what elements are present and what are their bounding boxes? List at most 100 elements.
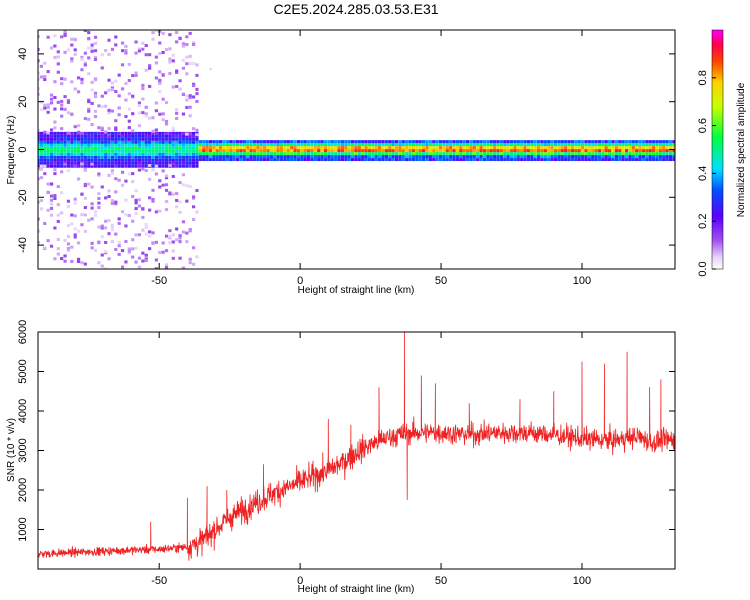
heatmap-cell [181,143,186,147]
heatmap-cell [628,146,632,150]
heatmap-cell [208,140,213,144]
heatmap-cell [175,227,179,231]
heatmap-cell [276,152,280,156]
heatmap-cell [39,64,43,68]
heatmap-cell [178,149,182,153]
heatmap-cell [256,152,260,156]
heatmap-cell [70,59,74,63]
heatmap-cell [66,140,71,144]
heatmap-cell [131,247,135,251]
heatmap-cell [161,155,165,159]
heatmap-cell [604,152,608,156]
heatmap-cell [252,146,257,150]
heatmap-cell [56,213,60,217]
heatmap-cell [144,146,148,150]
heatmap-cell [93,131,98,135]
heatmap-cell [49,244,54,248]
heatmap-cell [198,158,202,162]
heatmap-cell [39,75,43,79]
heatmap-cell [175,161,179,165]
heatmap-cell [110,149,115,153]
heatmap-cell [547,158,551,162]
heatmap-cell [269,146,273,150]
heatmap-cell [249,152,253,156]
heatmap-cell [364,158,368,162]
heatmap-cell [73,137,77,141]
heatmap-cell [543,146,547,150]
heatmap-cell [39,167,43,171]
heatmap-cell [93,77,98,81]
heatmap-cell [104,158,108,162]
heatmap-cell [526,155,531,159]
heatmap-cell [100,105,104,109]
heatmap-cell [164,101,169,105]
heatmap-cell [93,248,98,252]
heatmap-cell [398,140,402,144]
heatmap-cell [134,137,138,141]
heatmap-cell [405,146,409,150]
heatmap-cell [564,155,568,159]
heatmap-cell [53,131,57,135]
heatmap-cell [76,134,81,138]
heatmap-cell [107,108,111,112]
heatmap-cell [388,155,392,159]
heatmap-cell [83,155,87,159]
heatmap-cell [164,140,169,144]
heatmap-cell [188,158,192,162]
heatmap-cell [611,140,615,144]
heatmap-cell [550,158,554,162]
heatmap-cell [63,238,67,242]
heatmap-cell [43,130,47,134]
x-tick-label: 50 [435,575,447,587]
heatmap-cell [266,152,270,156]
heatmap-cell [107,232,111,236]
heatmap-cell [110,146,115,150]
heatmap-cell [185,55,189,59]
heatmap-cell [398,152,402,156]
heatmap-cell [553,155,558,159]
heatmap-cell [557,143,561,147]
heatmap-cell [384,152,388,156]
heatmap-cell [73,125,77,129]
heatmap-cell [181,173,186,177]
heatmap-cell [107,111,111,115]
heatmap-cell [148,53,152,57]
heatmap-cell [212,155,216,159]
heatmap-cell [60,143,64,147]
heatmap-cell [405,152,409,156]
heatmap-cell [672,158,675,162]
heatmap-cell [117,158,121,162]
heatmap-cell [225,158,230,162]
heatmap-cell [313,152,317,156]
heatmap-cell [672,152,675,156]
heatmap-cell [117,143,121,147]
heatmap-cell [38,92,40,96]
heatmap-cell [97,174,101,178]
heatmap-cell [46,137,50,141]
heatmap-cell [148,131,152,135]
heatmap-cell [70,152,74,156]
heatmap-cell [154,137,158,141]
heatmap-cell [49,131,54,135]
heatmap-cell [114,247,118,251]
heatmap-cell [70,143,74,147]
heatmap-cell [104,152,108,156]
heatmap-cell [164,234,169,238]
heatmap-cell [185,132,189,136]
heatmap-cell [614,152,618,156]
heatmap-cell [154,143,158,147]
heatmap-cell [618,155,622,159]
heatmap-cell [283,140,287,144]
heatmap-cell [191,158,196,162]
heatmap-cell [100,264,104,268]
heatmap-cell [242,155,246,159]
heatmap-cell [191,42,196,46]
heatmap-cell [117,146,121,150]
heatmap-cell [191,84,196,88]
heatmap-cell [137,233,142,237]
heatmap-cell [503,149,507,153]
heatmap-cell [347,143,351,147]
heatmap-cell [63,32,67,36]
